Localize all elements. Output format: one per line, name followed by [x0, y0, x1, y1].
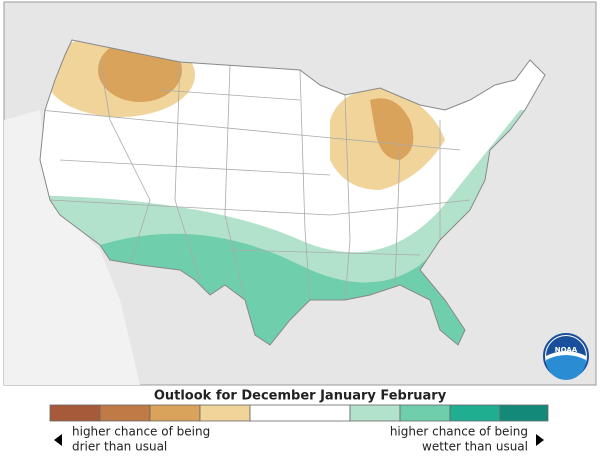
drier-label: drier than usual [72, 440, 167, 454]
left-arrow [54, 434, 62, 446]
logo-top [546, 336, 586, 356]
legend-swatch [349, 404, 401, 422]
legend-swatch [499, 404, 549, 422]
legend-swatch [49, 404, 101, 422]
legend-swatch [99, 404, 151, 422]
legend-swatch [149, 404, 201, 422]
legend-title: Outlook for December January February [154, 389, 447, 404]
wetter-label: wetter than usual [422, 440, 528, 454]
legend-swatch [449, 404, 501, 422]
noaa-logo: NOAA [543, 333, 589, 380]
logo-text: NOAA [555, 346, 578, 354]
wetter-label: higher chance of being [390, 425, 528, 439]
right-arrow [536, 434, 544, 446]
legend-swatch [399, 404, 451, 422]
state-lines [40, 59, 471, 301]
logo-bottom [546, 355, 586, 380]
drier-label: higher chance of being [72, 425, 210, 439]
us-outline [39, 39, 546, 346]
legend-swatch [249, 404, 351, 422]
ocean [4, 110, 140, 385]
legend-swatch [199, 404, 251, 422]
legend-bar [49, 404, 549, 422]
